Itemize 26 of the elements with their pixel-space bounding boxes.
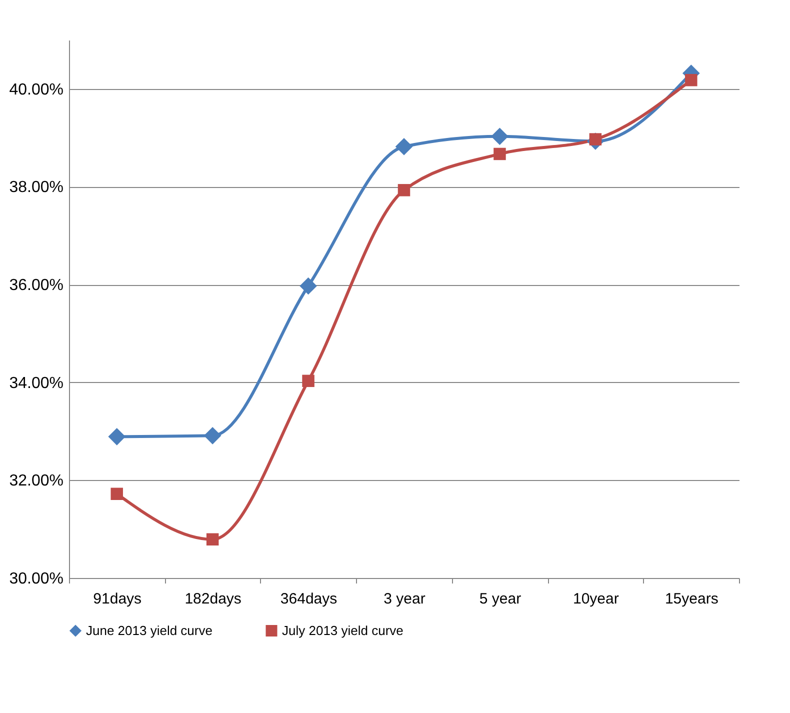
point (110, 488, 123, 500)
legend-label: June 2013 yield curve (86, 622, 212, 638)
x-tick-label: 91days (93, 590, 142, 608)
y-tick-label: 40.00% (9, 81, 64, 98)
x-tick-label: 10year (572, 590, 619, 608)
point (398, 184, 410, 196)
point (206, 533, 219, 546)
point (491, 128, 508, 146)
x-tick-label: 3 year (384, 590, 426, 608)
legend-label: July 2013 yield curve (282, 622, 404, 638)
point (300, 277, 317, 295)
y-tick-label: 38.00% (9, 179, 64, 196)
x-tick-label: 5 year (479, 590, 522, 608)
x-tick-label: 364days (280, 590, 338, 608)
y-tick-label: 30.00% (9, 570, 64, 588)
point (685, 74, 698, 86)
point (494, 148, 506, 160)
point (204, 427, 222, 444)
x-tick-label: 15years (664, 590, 718, 608)
y-tick-label: 32.00% (9, 472, 64, 490)
y-tick-label: 36.00% (9, 277, 64, 294)
point (302, 374, 314, 388)
x-tick-label: 182days (184, 590, 242, 608)
point (108, 428, 126, 446)
y-tick-label: 34.00% (9, 374, 64, 392)
point (395, 138, 413, 156)
